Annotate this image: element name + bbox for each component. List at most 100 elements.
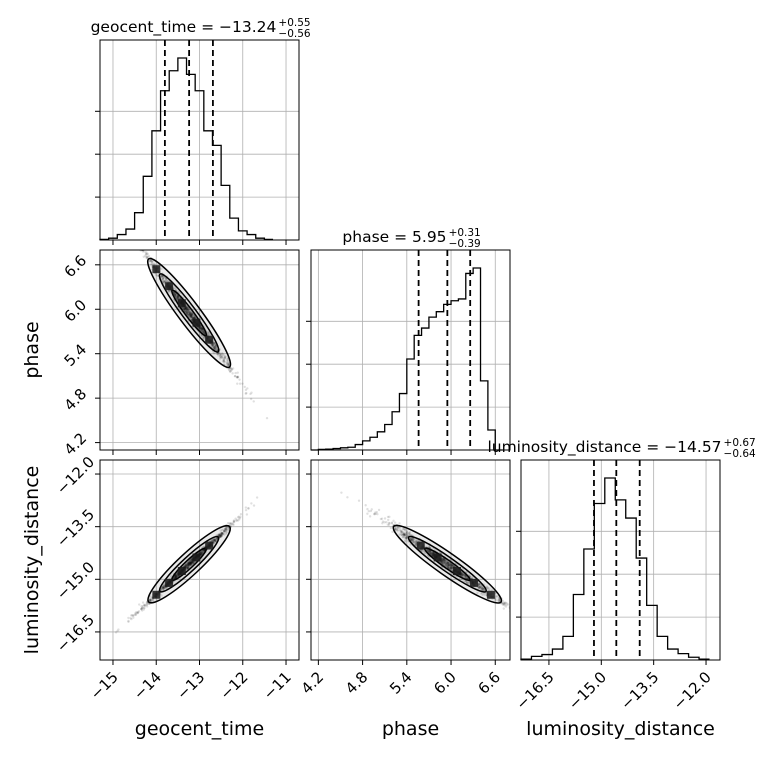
scatter-point bbox=[214, 345, 218, 348]
scatter-point bbox=[183, 308, 187, 311]
scatter-point bbox=[219, 533, 223, 536]
scatter-point bbox=[461, 574, 464, 578]
scatter-point bbox=[192, 561, 195, 564]
scatter-point bbox=[211, 343, 215, 346]
scatter-point bbox=[134, 613, 137, 617]
scatter-point bbox=[186, 307, 189, 311]
scatter-point bbox=[450, 564, 453, 567]
scatter-point bbox=[445, 563, 448, 566]
scatter-point bbox=[189, 563, 192, 567]
scatter-point bbox=[176, 296, 179, 300]
scatter-point bbox=[414, 542, 417, 546]
scatter-point bbox=[446, 561, 449, 564]
scatter-point bbox=[185, 564, 189, 567]
scatter-point bbox=[148, 599, 152, 603]
scatter-point bbox=[235, 375, 239, 379]
scatter-point bbox=[185, 312, 189, 315]
scatter-point bbox=[116, 629, 119, 633]
scatter-point bbox=[188, 562, 192, 566]
scatter-point bbox=[212, 542, 216, 545]
scatter-point bbox=[222, 528, 225, 531]
scatter-point bbox=[186, 564, 190, 568]
scatter-point bbox=[222, 532, 225, 535]
scatter-point bbox=[501, 603, 505, 606]
scatter-point bbox=[167, 289, 171, 293]
scatter-point bbox=[486, 586, 490, 590]
scatter-point bbox=[175, 294, 178, 298]
scatter-point bbox=[364, 504, 367, 507]
scatter-point bbox=[443, 561, 447, 564]
scatter-point bbox=[185, 306, 188, 309]
scatter-point bbox=[161, 277, 165, 280]
scatter-point bbox=[164, 586, 168, 589]
x-axis-label-geocent_time: geocent_time bbox=[135, 718, 264, 740]
scatter-point bbox=[187, 563, 190, 566]
scatter-point bbox=[447, 562, 451, 565]
scatter-point bbox=[412, 538, 415, 541]
scatter-point bbox=[140, 607, 143, 611]
scatter-point bbox=[226, 359, 229, 363]
scatter-point bbox=[185, 308, 189, 311]
scatter-point bbox=[188, 564, 191, 567]
density-cell bbox=[433, 553, 442, 562]
scatter-point bbox=[175, 573, 178, 576]
scatter-point bbox=[247, 507, 250, 510]
scatter-point bbox=[443, 561, 446, 564]
scatter-point bbox=[201, 337, 205, 340]
scatter-point bbox=[188, 311, 192, 314]
scatter-point bbox=[138, 603, 141, 606]
scatter-point bbox=[187, 564, 190, 567]
scatter-point bbox=[464, 580, 467, 583]
scatter-point bbox=[238, 518, 241, 521]
scatter-point bbox=[160, 275, 163, 278]
scatter-point bbox=[218, 534, 221, 538]
scatter-point bbox=[190, 313, 193, 317]
scatter-point bbox=[429, 551, 433, 554]
scatter-point bbox=[451, 567, 454, 570]
scatter-point bbox=[187, 308, 191, 312]
scatter-point bbox=[189, 315, 193, 318]
scatter-point bbox=[440, 561, 443, 564]
scatter-point bbox=[210, 344, 214, 347]
scatter-point bbox=[412, 538, 416, 541]
scatter-point bbox=[428, 550, 431, 553]
scatter-point bbox=[413, 540, 416, 544]
scatter-point bbox=[465, 576, 468, 579]
scatter-point bbox=[386, 515, 390, 519]
scatter-point bbox=[224, 527, 227, 531]
scatter-point bbox=[478, 586, 481, 589]
scatter-point bbox=[160, 274, 164, 278]
scatter-point bbox=[188, 313, 191, 316]
scatter-point bbox=[185, 307, 188, 310]
scatter-point bbox=[198, 326, 202, 329]
density-cell bbox=[453, 567, 462, 576]
scatter-point bbox=[483, 593, 487, 596]
scatter-point bbox=[214, 346, 218, 349]
scatter-point bbox=[442, 562, 445, 565]
scatter-point bbox=[175, 575, 178, 578]
scatter-point bbox=[143, 250, 146, 253]
scatter-point bbox=[229, 522, 232, 525]
scatter-point bbox=[486, 586, 489, 589]
scatter-point bbox=[187, 562, 190, 565]
scatter-point bbox=[186, 563, 190, 567]
scatter-point bbox=[226, 363, 230, 366]
scatter-point bbox=[403, 532, 406, 536]
scatter-point bbox=[163, 280, 166, 284]
scatter-point bbox=[346, 496, 349, 499]
scatter-point bbox=[214, 345, 217, 348]
scatter-point bbox=[481, 588, 484, 592]
scatter-point bbox=[467, 580, 470, 584]
scatter-point bbox=[441, 560, 444, 563]
scatter-point bbox=[498, 599, 501, 603]
scatter-point bbox=[219, 533, 222, 537]
scatter-point bbox=[429, 552, 433, 556]
scatter-point bbox=[402, 533, 405, 536]
scatter-point bbox=[149, 599, 152, 602]
scatter-point bbox=[176, 574, 180, 578]
scatter-point bbox=[233, 374, 237, 378]
scatter-point bbox=[218, 533, 222, 537]
scatter-point bbox=[187, 562, 190, 566]
scatter-point bbox=[187, 563, 190, 566]
scatter-point bbox=[162, 586, 166, 590]
